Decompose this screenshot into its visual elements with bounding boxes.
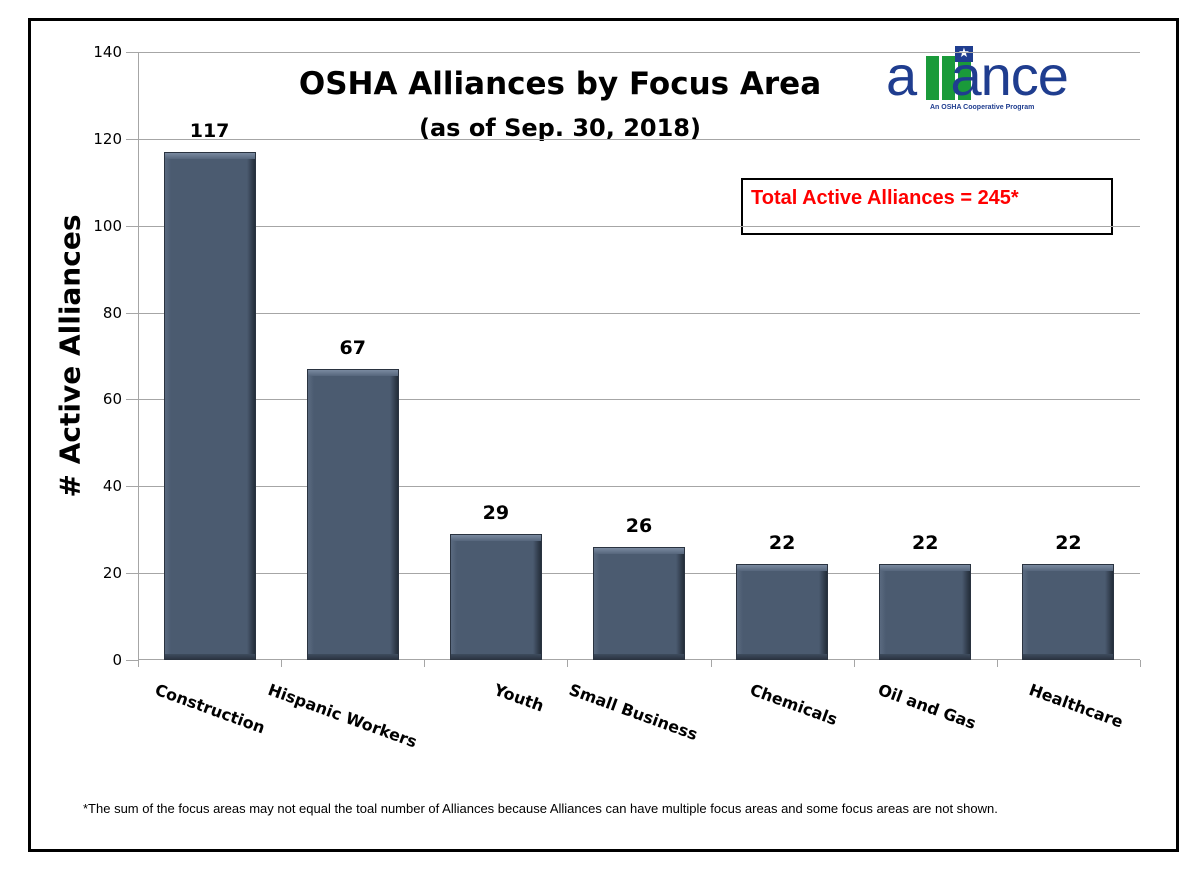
bar-value-label: 117 (189, 119, 230, 142)
x-tick-mark (853, 660, 855, 667)
gridline (138, 312, 1140, 314)
gridline (138, 52, 1140, 53)
x-tick-mark (567, 660, 569, 667)
bar-value-label: 22 (912, 532, 939, 555)
bar-value-label: 22 (768, 532, 796, 555)
bar-value-label: 22 (1055, 532, 1082, 555)
x-tick-mark (424, 660, 426, 667)
x-tick-mark (281, 660, 283, 667)
bar-oil-and-gas (879, 564, 972, 660)
logo-bar-2 (942, 56, 955, 100)
gridline (138, 138, 1140, 140)
bar-value-label: 26 (625, 515, 653, 538)
y-tick-mark (126, 660, 138, 661)
alliance-logo: ★ alliance An OSHA Cooperative Program (886, 44, 1076, 116)
gridline (138, 225, 1140, 227)
logo-tagline: An OSHA Cooperative Program (930, 104, 1035, 111)
y-tick-label: 0 (112, 651, 122, 669)
y-tick-label: 60 (102, 390, 122, 409)
y-tick-mark (126, 399, 138, 401)
x-tick-mark (996, 660, 998, 667)
y-tick-mark (126, 312, 138, 314)
x-tick-mark (138, 660, 139, 667)
y-tick-label: 40 (102, 477, 122, 496)
total-alliances-box: Total Active Alliances = 245* (741, 178, 1113, 235)
y-tick-mark (126, 225, 138, 227)
gridline (138, 486, 1140, 488)
bar-small-business (593, 547, 685, 660)
plot-area: 0 20 40 60 80 100 120 140 117 Construction 67 Hispa… (93, 43, 1141, 752)
bar-value-label: 29 (482, 502, 510, 525)
gridline (138, 399, 1140, 401)
bar-hispanic-workers (306, 369, 399, 660)
bar-healthcare (1022, 564, 1115, 660)
y-axis-line (138, 52, 139, 660)
x-tick-mark (710, 660, 712, 667)
bar-youth (449, 534, 542, 660)
y-tick-label: 20 (102, 564, 122, 583)
footnote: *The sum of the focus areas may not equa… (83, 801, 998, 816)
y-tick-mark (126, 52, 138, 53)
y-tick-label: 100 (93, 216, 122, 235)
bar-chemicals (736, 564, 829, 660)
y-tick-label: 140 (93, 43, 122, 61)
star-icon: ★ (955, 46, 973, 62)
y-tick-mark (126, 573, 138, 575)
y-tick-label: 120 (93, 129, 122, 148)
chart-subtitle: (as of Sep. 30, 2018) (419, 114, 701, 142)
y-tick-mark (126, 486, 138, 488)
y-tick-label: 80 (102, 303, 122, 322)
total-alliances-text: Total Active Alliances = 245* (751, 187, 1019, 209)
chart-title: OSHA Alliances by Focus Area (298, 66, 822, 102)
y-axis-title: # Active Alliances (53, 214, 87, 498)
y-tick-mark (126, 138, 138, 140)
x-tick-mark (1140, 660, 1141, 667)
logo-bar-1 (926, 56, 939, 100)
logo-text: alliance (886, 44, 1069, 107)
bar-construction (163, 151, 256, 660)
logo-bar-3 (958, 56, 971, 100)
bar-value-label: 67 (339, 337, 366, 360)
